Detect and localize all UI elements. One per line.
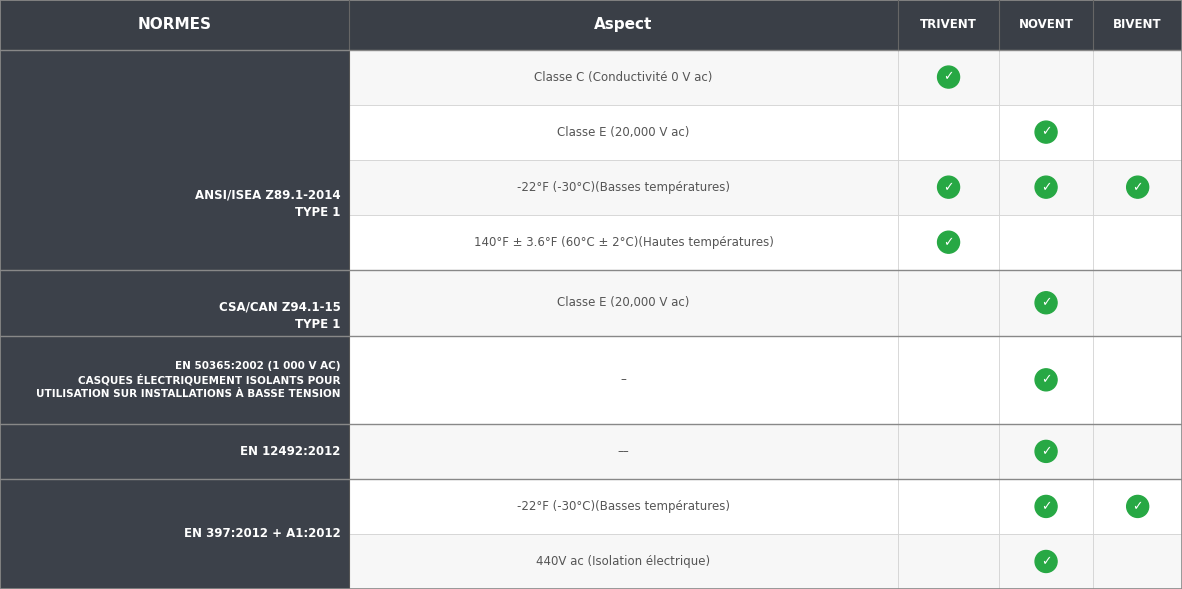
- Bar: [0, 0, 1182, 49]
- Circle shape: [937, 231, 960, 253]
- Bar: [999, 336, 1093, 424]
- Text: Classe C (Conductivité 0 V ac): Classe C (Conductivité 0 V ac): [534, 71, 713, 84]
- Bar: [349, 49, 898, 105]
- Circle shape: [1126, 495, 1149, 517]
- Text: ✓: ✓: [1132, 181, 1143, 194]
- Circle shape: [1035, 551, 1057, 573]
- Circle shape: [1035, 176, 1057, 198]
- Text: ✓: ✓: [1041, 373, 1051, 386]
- Bar: [898, 160, 999, 214]
- Text: BIVENT: BIVENT: [1113, 18, 1162, 31]
- Bar: [0, 424, 349, 479]
- Text: ✓: ✓: [1041, 555, 1051, 568]
- Text: EN 397:2012 + A1:2012: EN 397:2012 + A1:2012: [184, 528, 340, 541]
- Circle shape: [937, 66, 960, 88]
- Text: ANSI/ISEA Z89.1-2014
TYPE 1: ANSI/ISEA Z89.1-2014 TYPE 1: [195, 188, 340, 219]
- Bar: [999, 160, 1093, 214]
- Circle shape: [1035, 121, 1057, 143]
- Text: NOVENT: NOVENT: [1019, 18, 1073, 31]
- Text: ✓: ✓: [1041, 181, 1051, 194]
- Bar: [898, 479, 999, 534]
- Text: ✓: ✓: [1041, 500, 1051, 513]
- Bar: [1093, 214, 1182, 270]
- Bar: [1093, 336, 1182, 424]
- Bar: [898, 336, 999, 424]
- Bar: [898, 105, 999, 160]
- Bar: [898, 49, 999, 105]
- Bar: [1093, 424, 1182, 479]
- Bar: [1093, 160, 1182, 214]
- Text: EN 50365:2002 (1 000 V AC)
CASQUES ÉLECTRIQUEMENT ISOLANTS POUR
UTILISATION SUR : EN 50365:2002 (1 000 V AC) CASQUES ÉLECT…: [37, 360, 340, 399]
- Text: NORMES: NORMES: [137, 17, 212, 32]
- Text: –: –: [621, 373, 626, 386]
- Bar: [349, 534, 898, 589]
- Text: ✓: ✓: [943, 71, 954, 84]
- Bar: [999, 534, 1093, 589]
- Bar: [999, 424, 1093, 479]
- Bar: [1093, 479, 1182, 534]
- Bar: [349, 105, 898, 160]
- Circle shape: [1035, 369, 1057, 391]
- Text: 440V ac (Isolation électrique): 440V ac (Isolation électrique): [537, 555, 710, 568]
- Bar: [1093, 534, 1182, 589]
- Text: ✓: ✓: [1041, 125, 1051, 138]
- Bar: [349, 479, 898, 534]
- Text: -22°F (-30°C)(Basses températures): -22°F (-30°C)(Basses températures): [517, 181, 730, 194]
- Bar: [999, 214, 1093, 270]
- Text: CSA/CAN Z94.1-15
TYPE 1: CSA/CAN Z94.1-15 TYPE 1: [219, 301, 340, 331]
- Bar: [999, 270, 1093, 336]
- Text: TRIVENT: TRIVENT: [920, 18, 978, 31]
- Text: Aspect: Aspect: [595, 17, 652, 32]
- Bar: [349, 336, 898, 424]
- Bar: [1093, 105, 1182, 160]
- Text: ✓: ✓: [1041, 445, 1051, 458]
- Bar: [349, 160, 898, 214]
- Circle shape: [1035, 441, 1057, 462]
- Circle shape: [1035, 292, 1057, 314]
- Bar: [1093, 49, 1182, 105]
- Circle shape: [937, 176, 960, 198]
- Text: 140°F ± 3.6°F (60°C ± 2°C)(Hautes températures): 140°F ± 3.6°F (60°C ± 2°C)(Hautes tempér…: [474, 236, 773, 249]
- Text: ✓: ✓: [943, 236, 954, 249]
- Bar: [999, 105, 1093, 160]
- Text: Classe E (20,000 V ac): Classe E (20,000 V ac): [558, 125, 689, 138]
- Text: ✓: ✓: [1132, 500, 1143, 513]
- Text: ––: ––: [618, 445, 629, 458]
- Bar: [349, 270, 898, 336]
- Text: EN 12492:2012: EN 12492:2012: [240, 445, 340, 458]
- Text: -22°F (-30°C)(Basses températures): -22°F (-30°C)(Basses températures): [517, 500, 730, 513]
- Bar: [0, 336, 349, 424]
- Bar: [349, 214, 898, 270]
- Circle shape: [1035, 495, 1057, 517]
- Bar: [898, 534, 999, 589]
- Bar: [999, 479, 1093, 534]
- Text: ✓: ✓: [1041, 296, 1051, 309]
- Bar: [898, 214, 999, 270]
- Bar: [1093, 270, 1182, 336]
- Bar: [349, 424, 898, 479]
- Bar: [898, 424, 999, 479]
- Bar: [0, 479, 349, 589]
- Bar: [0, 49, 349, 270]
- Circle shape: [1126, 176, 1149, 198]
- Text: Classe E (20,000 V ac): Classe E (20,000 V ac): [558, 296, 689, 309]
- Bar: [898, 270, 999, 336]
- Text: ✓: ✓: [943, 181, 954, 194]
- Bar: [999, 49, 1093, 105]
- Bar: [0, 270, 349, 336]
